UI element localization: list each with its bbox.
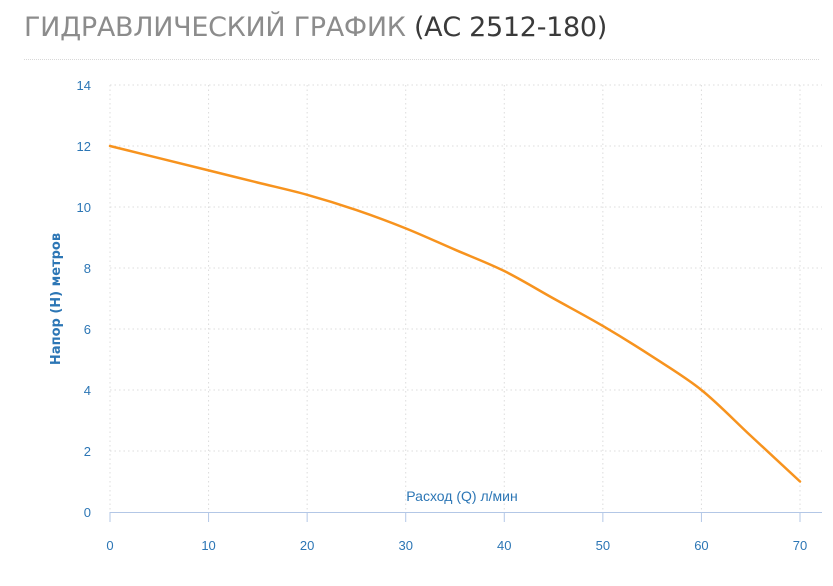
y-tick-label: 12 bbox=[77, 139, 91, 154]
x-tick-label: 30 bbox=[398, 538, 412, 553]
axes bbox=[109, 512, 822, 522]
x-tick-label: 10 bbox=[201, 538, 215, 553]
x-tick-label: 60 bbox=[694, 538, 708, 553]
series bbox=[108, 144, 802, 483]
y-axis-title: Напор (H) метров bbox=[49, 233, 64, 365]
page-title-model: (АС 2512-180) bbox=[413, 12, 608, 43]
title-divider bbox=[24, 59, 819, 60]
y-tick-label: 6 bbox=[84, 322, 91, 337]
y-tick-label: 8 bbox=[84, 261, 91, 276]
x-tick-label: 0 bbox=[106, 538, 113, 553]
grid bbox=[109, 84, 822, 512]
x-axis-title: Расход (Q) л/мин bbox=[406, 488, 517, 504]
y-tick-label: 14 bbox=[77, 78, 91, 93]
x-tick-label: 50 bbox=[596, 538, 610, 553]
x-tick-label: 20 bbox=[300, 538, 314, 553]
y-tick-label: 10 bbox=[77, 200, 91, 215]
y-tick-label: 2 bbox=[84, 444, 91, 459]
page-title: ГИДРАВЛИЧЕСКИЙ ГРАФИК (АС 2512-180) bbox=[24, 12, 607, 43]
x-tick-label: 70 bbox=[793, 538, 807, 553]
y-tick-label: 0 bbox=[84, 505, 91, 520]
x-tick-label: 40 bbox=[497, 538, 511, 553]
tick-labels: 0 10 20 30 40 50 60 70 0 2 4 6 8 10 12 14 bbox=[77, 78, 808, 553]
page-title-main: ГИДРАВЛИЧЕСКИЙ ГРАФИК bbox=[24, 12, 406, 43]
y-tick-label: 4 bbox=[84, 383, 91, 398]
series-line-0 bbox=[108, 144, 802, 483]
